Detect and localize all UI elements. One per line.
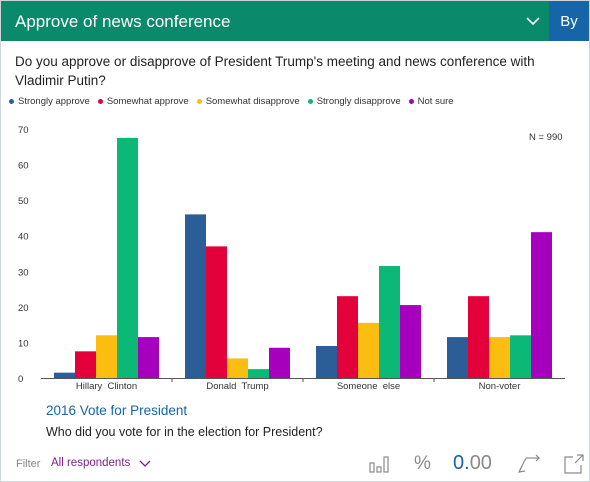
y-tick-label: 30: [18, 267, 29, 278]
x-category-label: Hillary Clinton: [76, 381, 137, 392]
bar: [510, 335, 531, 378]
vote-title[interactable]: 2016 Vote for President: [46, 403, 188, 418]
y-tick-label: 60: [18, 161, 29, 172]
legend-item-not-sure[interactable]: Not sure: [408, 95, 454, 107]
legend-dot: [307, 98, 313, 104]
header-title: Approve of news conference: [15, 12, 231, 31]
legend-item-somewhat-approve[interactable]: Somewhat approve: [97, 95, 189, 107]
bar: [400, 305, 421, 378]
legend-label: Somewhat approve: [106, 95, 189, 107]
legend-item-somewhat-disapprove[interactable]: Somewhat disapprove: [196, 95, 300, 107]
bar: [75, 351, 96, 378]
legend: Strongly approve Somewhat approve Somewh…: [9, 94, 462, 108]
legend-label: Somewhat disapprove: [205, 95, 300, 107]
by-button[interactable]: By: [549, 1, 589, 41]
filter-label: Filter: [16, 458, 41, 470]
chevron-down-icon[interactable]: [139, 459, 151, 469]
bar: [138, 337, 159, 378]
legend-dot: [408, 98, 414, 104]
bar: [117, 137, 138, 378]
legend-dot: [196, 98, 202, 104]
bar: [358, 322, 379, 378]
filter-dropdown[interactable]: All respondents: [51, 457, 131, 469]
legend-item-strongly-approve[interactable]: Strongly approve: [9, 96, 90, 107]
legend-dot: [97, 98, 103, 104]
header: Approve of news conference By: [1, 1, 589, 41]
chevron-down-icon[interactable]: [523, 11, 543, 31]
bar: [96, 335, 117, 378]
bar: [248, 369, 269, 378]
bar: [379, 265, 400, 378]
legend-dot: [9, 98, 14, 104]
number-main: 0.: [453, 452, 470, 474]
x-category-label: Donald Trump: [206, 381, 268, 392]
swap-axes-icon[interactable]: [518, 454, 540, 474]
legend-item-strongly-disapprove[interactable]: Strongly disapprove: [307, 95, 401, 107]
bar: [227, 358, 248, 378]
bar-chart: N = 990 0 10 20 30 40 50 60 70 Hillary Clinton Do…: [18, 125, 565, 392]
bar: [185, 214, 206, 378]
legend-label: Strongly disapprove: [316, 95, 401, 107]
y-tick-label: 40: [18, 232, 29, 243]
legend-label: Strongly approve: [18, 95, 90, 107]
bar: [447, 337, 468, 378]
bar: [468, 296, 489, 378]
vote-question: Who did you vote for in the election for…: [46, 425, 323, 439]
legend-label: Not sure: [417, 95, 454, 107]
x-category-label: Non-voter: [479, 381, 521, 392]
bar-chart-icon[interactable]: [369, 455, 389, 473]
question-text: Do you approve or disapprove of Presiden…: [15, 54, 535, 88]
bar: [489, 337, 510, 378]
bar: [206, 246, 227, 378]
y-tick-label: 10: [18, 338, 29, 349]
number-toggle[interactable]: 0.00: [453, 452, 492, 475]
percent-toggle[interactable]: %: [414, 453, 431, 474]
y-tick-label: 0: [18, 374, 23, 385]
y-tick-label: 70: [18, 125, 29, 136]
footer: Filter All respondents % 0.00: [1, 449, 589, 481]
x-category-label: Someone else: [337, 381, 400, 392]
bar: [531, 232, 552, 378]
bar: [269, 347, 290, 378]
n-label: N = 990: [529, 132, 563, 143]
y-tick-label: 50: [18, 196, 29, 207]
bar: [337, 296, 358, 378]
by-button-label: By: [560, 12, 578, 30]
expand-icon[interactable]: [564, 454, 584, 474]
bar: [316, 345, 337, 378]
bar: [54, 372, 75, 378]
y-tick-label: 20: [18, 303, 29, 314]
number-decimals: 00: [469, 452, 492, 474]
